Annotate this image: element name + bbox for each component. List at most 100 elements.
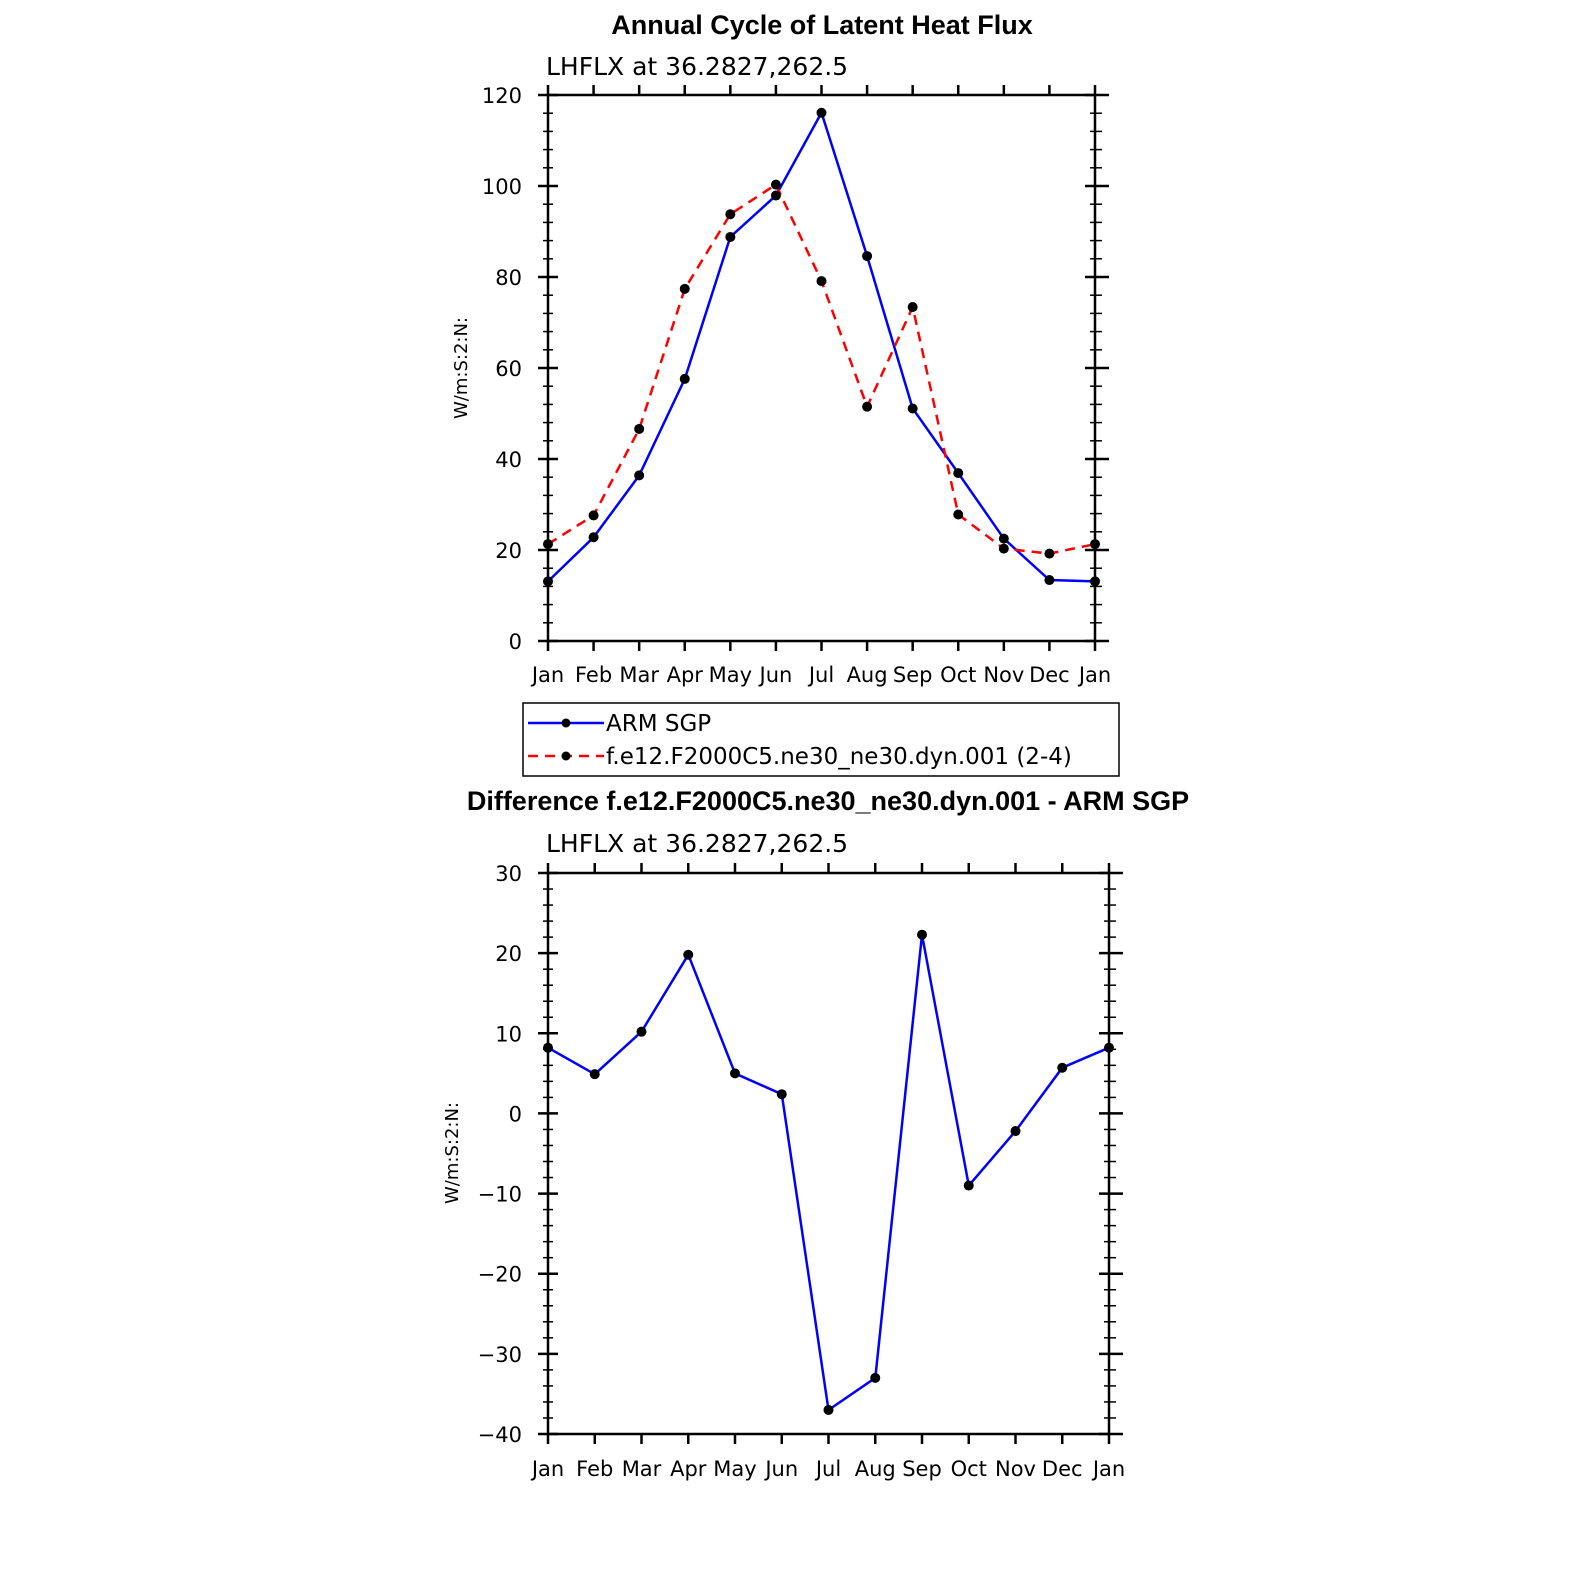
difference-panel: Difference f.e12.F2000C5.ne30_ne30.dyn.0… — [442, 786, 1189, 1481]
data-point — [1090, 539, 1100, 550]
data-point — [823, 1404, 834, 1415]
x-tick-label: Jul — [814, 1457, 841, 1481]
data-point — [679, 283, 690, 294]
series-group — [543, 107, 1100, 587]
data-point — [679, 373, 690, 384]
x-tick-label: Dec — [1042, 1457, 1083, 1481]
data-point — [963, 1180, 974, 1191]
data-point — [907, 403, 918, 414]
data-point — [1104, 1042, 1114, 1053]
data-point — [725, 209, 736, 220]
x-tick-label: Nov — [983, 663, 1024, 687]
plot-frame — [546, 871, 1111, 1436]
y-tick-label: 30 — [495, 862, 522, 886]
data-point — [776, 1089, 787, 1100]
y-tick-label: 40 — [495, 448, 522, 472]
x-tick-label: Apr — [667, 663, 704, 687]
annual-cycle-panel: Annual Cycle of Latent Heat Flux LHFLX a… — [451, 10, 1120, 777]
x-tick-label: Jul — [807, 663, 834, 687]
data-point — [543, 1042, 553, 1053]
data-point — [1057, 1062, 1068, 1073]
axis-ticks: Jan Feb Mar Apr May Jun Jul Aug Sep Oct Nov Dec Jan 0… — [482, 84, 1111, 687]
axis-ticks: Jan Feb Mar Apr May Jun Jul Aug Sep Oct Nov Dec Jan−… — [478, 862, 1126, 1481]
y-tick-label: 120 — [482, 84, 522, 108]
x-tick-label: Jun — [763, 1457, 798, 1481]
x-tick-label: Jan — [530, 1457, 564, 1481]
y-tick-label: 60 — [495, 357, 522, 381]
chart-subtitle: LHFLX at 36.2827,262.5 — [546, 829, 848, 858]
legend-marker-model — [561, 751, 571, 761]
y-tick-label: −20 — [478, 1263, 522, 1287]
y-tick-label: 10 — [495, 1022, 522, 1046]
y-tick-label: 20 — [495, 539, 522, 563]
data-point — [683, 949, 694, 960]
legend: ARM SGP f.e12.F2000C5.ne30_ne30.dyn.001 … — [522, 702, 1120, 777]
series-line-1 — [547, 182, 1096, 555]
y-axis-label: W/m:S:2:N: — [442, 1102, 463, 1204]
data-point — [870, 1372, 881, 1383]
x-tick-label: Sep — [902, 1457, 942, 1481]
data-point — [953, 468, 964, 479]
y-tick-label: 100 — [482, 175, 522, 199]
legend-label-arm-sgp: ARM SGP — [606, 711, 711, 737]
x-tick-label: Sep — [893, 663, 933, 687]
chart-title: Difference f.e12.F2000C5.ne30_ne30.dyn.0… — [467, 786, 1189, 816]
x-tick-label: Jan — [1091, 1457, 1125, 1481]
legend-marker-arm-sgp — [561, 718, 571, 728]
y-tick-label: −40 — [478, 1423, 522, 1447]
x-tick-label: Nov — [995, 1457, 1036, 1481]
y-tick-label: 80 — [495, 266, 522, 290]
y-tick-label: −10 — [478, 1183, 522, 1207]
data-point — [725, 231, 736, 242]
data-point — [770, 179, 781, 190]
data-point — [730, 1068, 740, 1079]
x-tick-label: May — [709, 663, 752, 687]
data-point — [588, 532, 599, 543]
data-point — [1010, 1126, 1021, 1137]
data-point — [953, 509, 964, 520]
legend-box — [522, 702, 1120, 777]
series-line-0 — [547, 109, 1096, 583]
data-point — [543, 576, 553, 587]
data-point — [917, 929, 927, 940]
y-tick-label: 0 — [509, 1102, 522, 1126]
data-point — [862, 401, 873, 412]
x-tick-label: Jan — [530, 663, 564, 687]
data-point — [998, 533, 1009, 544]
data-point — [543, 539, 553, 550]
x-tick-label: Mar — [619, 663, 659, 687]
y-axis-label: W/m:S:2:N: — [451, 317, 472, 419]
data-point — [1090, 576, 1100, 587]
y-tick-label: 20 — [495, 942, 522, 966]
chart-subtitle: LHFLX at 36.2827,262.5 — [546, 52, 848, 81]
x-tick-label: Aug — [847, 663, 888, 687]
data-point — [1044, 548, 1055, 559]
x-tick-label: Apr — [670, 1457, 707, 1481]
x-tick-label: Oct — [940, 663, 976, 687]
data-point — [816, 276, 827, 287]
chart-title: Annual Cycle of Latent Heat Flux — [611, 10, 1033, 40]
data-point — [770, 190, 781, 201]
legend-label-model: f.e12.F2000C5.ne30_ne30.dyn.001 (2-4) — [606, 744, 1072, 770]
x-tick-label: Dec — [1029, 663, 1070, 687]
plot-frame — [546, 93, 1097, 643]
y-tick-label: −30 — [478, 1343, 522, 1367]
x-tick-label: Jun — [758, 663, 793, 687]
x-tick-label: Oct — [951, 1457, 987, 1481]
series-line-0 — [547, 934, 1110, 1413]
data-point — [907, 302, 918, 313]
data-point — [589, 1069, 600, 1080]
data-point — [588, 510, 599, 521]
x-tick-label: Jan — [1077, 663, 1111, 687]
data-point — [998, 543, 1009, 554]
x-tick-label: Feb — [576, 1457, 613, 1481]
x-tick-label: Mar — [622, 1457, 662, 1481]
x-tick-label: Feb — [575, 663, 612, 687]
data-point — [862, 251, 873, 262]
x-tick-label: May — [713, 1457, 756, 1481]
series-group — [543, 929, 1114, 1415]
data-point — [816, 107, 827, 118]
data-point — [1044, 575, 1055, 586]
data-point — [634, 470, 645, 481]
